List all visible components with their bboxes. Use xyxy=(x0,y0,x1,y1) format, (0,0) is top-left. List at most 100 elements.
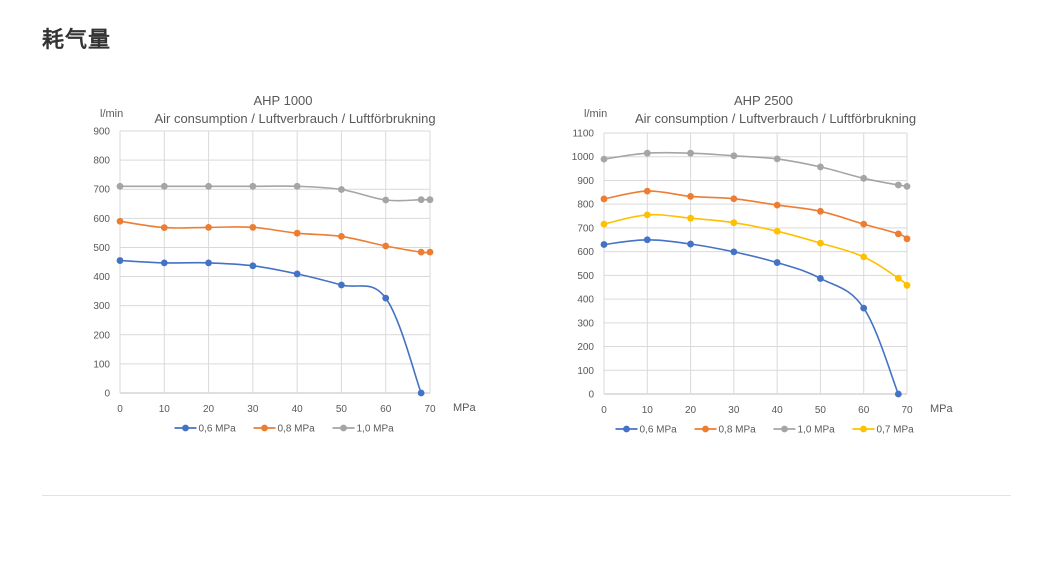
chart1-ytick-label: 800 xyxy=(93,156,110,167)
chart2-ytick-label: 1000 xyxy=(572,152,595,163)
chart1-series-1-point xyxy=(417,248,425,256)
chart2-legend-marker-3 xyxy=(860,425,867,433)
chart1-series-0-point xyxy=(382,294,390,302)
chart1-xtick-label: 70 xyxy=(424,404,436,415)
chart2-series-2-point xyxy=(643,149,651,157)
chart2-xtick-label: 10 xyxy=(642,405,654,416)
chart1-ytick-label: 700 xyxy=(93,185,110,196)
chart2-series-3-point xyxy=(903,281,911,289)
chart2-ytick-label: 900 xyxy=(577,176,594,187)
chart1-series-1-point xyxy=(160,224,168,232)
chart2-series-1-point xyxy=(730,195,738,203)
chart2-xtick-label: 50 xyxy=(815,405,827,416)
chart2-ytick-label: 800 xyxy=(577,200,594,211)
chart2-ylabel: l/min xyxy=(584,108,607,120)
chart2-ytick-label: 400 xyxy=(577,295,594,306)
chart1-xtick-label: 30 xyxy=(247,404,259,415)
chart2-ytick-label: 100 xyxy=(577,366,594,377)
chart2-series-0-point xyxy=(773,259,781,266)
chart1-series-2-point xyxy=(249,182,257,190)
chart1-series-2-point xyxy=(426,196,434,204)
chart1-series-2-point xyxy=(338,186,345,193)
chart1-series-0-point xyxy=(116,257,124,264)
chart1-ytick-label: 100 xyxy=(93,359,110,370)
chart1-series-2-point xyxy=(205,182,212,190)
chart1-series-1-point xyxy=(338,232,345,240)
chart1-series-0-point xyxy=(417,389,425,397)
chart2-title: AHP 2500 xyxy=(734,93,793,108)
chart1-ytick-label: 0 xyxy=(104,389,110,400)
chart2-series-1-point xyxy=(817,207,824,215)
chart1-series-1-point xyxy=(382,242,390,250)
chart2-series-3-point xyxy=(600,220,608,228)
chart1-series-line-0 xyxy=(119,259,422,394)
chart1-legend-marker-1 xyxy=(261,424,268,432)
chart2-series-1-point xyxy=(643,187,651,195)
chart1-series-1-point xyxy=(293,229,301,237)
chart1-series-0-point xyxy=(160,259,168,267)
chart2-series-0-point xyxy=(894,390,902,398)
chart2-xtick-label: 40 xyxy=(772,405,784,416)
chart1-xtick-label: 40 xyxy=(292,404,304,415)
chart1-ytick-label: 600 xyxy=(93,214,110,225)
chart2-series-1-point xyxy=(860,220,868,228)
chart2-series-0-point xyxy=(817,275,824,282)
chart-ahp-1000: AHP 1000 Air consumption / Luftverbrauch … xyxy=(93,93,477,435)
chart2-series-3-point xyxy=(687,214,694,222)
section-divider xyxy=(42,495,1011,496)
chart1-series-1-point xyxy=(116,217,124,225)
chart2-series-2-point xyxy=(600,155,608,163)
chart-ahp-2500: AHP 2500 Air consumption / Luftverbrauch … xyxy=(572,93,954,436)
chart2-ytick-label: 300 xyxy=(577,318,594,329)
chart2-series-line-0 xyxy=(603,238,900,395)
chart1-subtitle: Air consumption / Luftverbrauch / Luftfö… xyxy=(154,111,435,126)
chart2-xtick-label: 60 xyxy=(858,405,870,416)
chart2-legend-label-0: 0,6 MPa xyxy=(640,425,678,436)
chart2-xtick-label: 0 xyxy=(601,405,607,416)
chart2-ytick-label: 0 xyxy=(588,390,594,401)
chart2-series-3-point xyxy=(773,227,781,235)
chart2-ytick-label: 600 xyxy=(577,247,594,258)
chart2-series-3-point xyxy=(860,253,868,261)
chart1-series-1-point xyxy=(205,223,212,231)
chart2-ytick-label: 1100 xyxy=(572,129,594,140)
chart1-series-0-point xyxy=(205,259,212,267)
chart1-xtick-label: 0 xyxy=(117,404,123,415)
chart2-legend-label-1: 0,8 MPa xyxy=(719,425,757,436)
chart1-series-0-point xyxy=(293,270,301,278)
chart1-xtick-label: 50 xyxy=(336,404,348,415)
chart2-legend-marker-0 xyxy=(623,425,630,433)
chart2-ytick-label: 700 xyxy=(577,223,594,234)
chart1-series-2-point xyxy=(160,182,168,190)
chart2-series-1-point xyxy=(600,195,608,203)
chart2-series-1-point xyxy=(894,230,902,238)
chart2-series-0-point xyxy=(860,304,868,312)
chart2-legend-label-2: 1,0 MPa xyxy=(798,425,836,436)
chart2-xtick-label: 30 xyxy=(728,405,740,416)
chart1-series-2-point xyxy=(293,182,301,190)
chart1-legend-marker-0 xyxy=(182,424,189,432)
chart2-ytick-label: 200 xyxy=(577,342,594,353)
chart1-ytick-label: 500 xyxy=(93,243,110,254)
chart1-legend-label-1: 0,8 MPa xyxy=(278,424,316,435)
chart1-legend-label-0: 0,6 MPa xyxy=(199,424,237,435)
chart2-series-2-point xyxy=(773,155,781,163)
page-heading: 耗气量 xyxy=(42,28,112,53)
chart1-ytick-label: 400 xyxy=(93,272,110,283)
chart2-series-2-point xyxy=(817,163,824,171)
chart2-xtick-label: 70 xyxy=(901,405,913,416)
chart1-ytick-label: 300 xyxy=(93,301,110,312)
chart1-ylabel: l/min xyxy=(100,108,123,120)
chart2-series-2-point xyxy=(903,182,911,190)
chart1-title: AHP 1000 xyxy=(253,93,312,108)
chart2-series-0-point xyxy=(687,240,694,248)
chart1-series-1-point xyxy=(249,223,257,231)
chart2-series-3-point xyxy=(894,274,902,282)
chart1-series-2-point xyxy=(116,182,124,190)
chart1-xlabel: MPa xyxy=(453,402,477,414)
chart2-series-0-point xyxy=(600,241,608,248)
chart1-series-0-point xyxy=(249,262,257,270)
chart2-legend-marker-1 xyxy=(702,425,709,433)
chart1-series-2-point xyxy=(382,196,390,204)
chart2-series-line-2 xyxy=(603,151,908,188)
